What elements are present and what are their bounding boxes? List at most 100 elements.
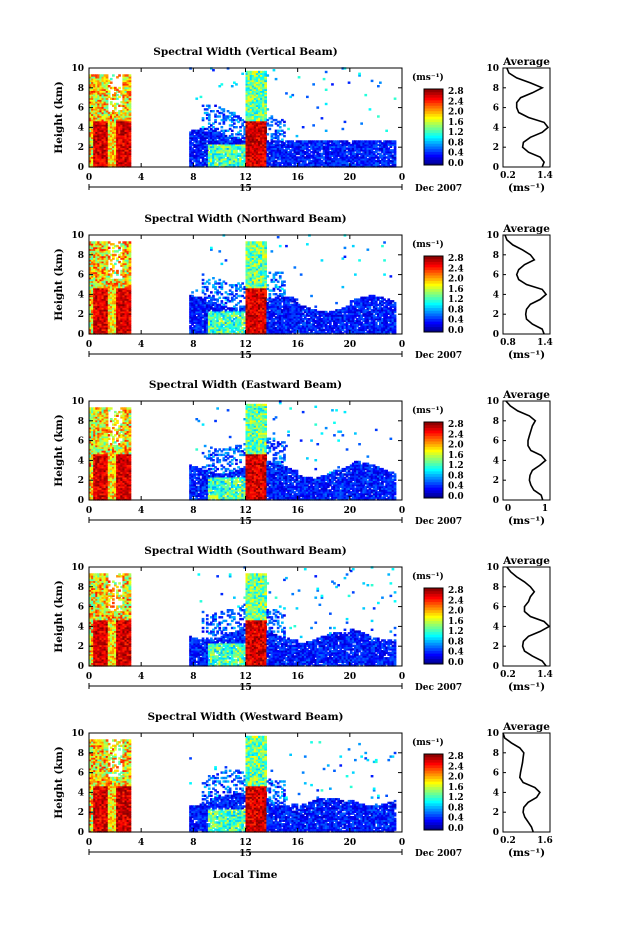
heatmap-cell (260, 151, 263, 154)
heatmap-cell (118, 285, 121, 289)
heatmap-cell (89, 152, 92, 156)
heatmap-cell (251, 323, 255, 326)
heatmap-cell (93, 140, 96, 143)
heatmap-cell (97, 118, 100, 122)
heatmap-cell (120, 271, 123, 274)
heatmap-cell (381, 156, 384, 159)
heatmap-cell (97, 305, 100, 308)
heatmap-cell (253, 282, 257, 285)
heatmap-cell (235, 138, 238, 141)
heatmap-cell (255, 111, 259, 115)
heatmap-cell (228, 310, 232, 314)
heatmap-cell (101, 161, 105, 165)
heatmap-cell (362, 152, 366, 156)
heatmap-cell (124, 74, 128, 77)
heatmap-cell (287, 158, 290, 161)
heatmap-cell (124, 298, 128, 301)
heatmap-cell (245, 124, 249, 127)
heatmap-cell (212, 126, 215, 129)
heatmap-cell (124, 111, 128, 115)
heatmap-cell (385, 163, 388, 166)
heatmap-cell (99, 319, 103, 323)
colorbar-segment (424, 146, 443, 150)
heatmap-cell (249, 269, 253, 273)
heatmap-cell (220, 325, 224, 328)
heatmap-cell (245, 269, 249, 273)
heatmap-cell (116, 97, 119, 100)
heatmap-cell (345, 140, 349, 143)
heatmap-cell (191, 291, 194, 294)
heatmap-cell (374, 151, 378, 154)
heatmap-cell (122, 143, 126, 147)
heatmap-cell (126, 110, 130, 113)
heatmap-cell (112, 163, 115, 166)
heatmap-cell (237, 325, 240, 328)
heatmap-cell (289, 156, 292, 159)
heatmap-cell (122, 140, 126, 143)
heatmap-cell (89, 149, 92, 152)
heatmap-cell (99, 312, 103, 315)
heatmap-cell (249, 301, 253, 305)
heatmap-cell (105, 275, 109, 278)
heatmap-cell (214, 319, 217, 323)
heatmap-cell (249, 101, 253, 104)
heatmap-cell (258, 278, 261, 282)
heatmap-cell (218, 312, 222, 315)
heatmap-cell (377, 140, 380, 143)
heatmap-cell (253, 248, 257, 251)
heatmap-cell (326, 154, 330, 157)
heatmap-cell (93, 74, 96, 77)
heatmap-cell (253, 296, 257, 299)
heatmap-cell (247, 296, 251, 299)
heatmap-cell (262, 95, 265, 99)
heatmap-cell (318, 161, 322, 165)
heatmap-cell (191, 300, 194, 303)
y-tick-label: 4 (78, 123, 84, 133)
heatmap-cell (287, 140, 290, 143)
heatmap-cell (245, 102, 249, 106)
heatmap-cell (103, 145, 107, 148)
heatmap-cell (245, 241, 249, 244)
heatmap-cell (314, 143, 318, 147)
heatmap-cell (210, 151, 213, 154)
heatmap-cell (251, 309, 255, 312)
heatmap-cell (107, 284, 111, 287)
heatmap-cell (266, 145, 270, 148)
heatmap-cell (95, 85, 98, 88)
heatmap-cell (116, 117, 119, 120)
heatmap-cell (260, 101, 263, 104)
heatmap-cell (216, 293, 219, 296)
heatmap-cell (124, 81, 128, 84)
heatmap-cell (387, 159, 391, 163)
heatmap-cell (199, 156, 203, 159)
heatmap-cell (107, 310, 111, 314)
heatmap-cell (251, 257, 255, 260)
heatmap-cell (360, 143, 363, 147)
heatmap-cell (103, 102, 107, 106)
heatmap-cell (249, 93, 253, 97)
heatmap-cell (126, 113, 130, 116)
heatmap-cell (253, 83, 257, 86)
heatmap-cell (120, 127, 123, 131)
heatmap-cell (224, 118, 228, 122)
heatmap-cell (351, 145, 355, 148)
heatmap-cell (128, 99, 132, 102)
heatmap-cell (212, 312, 215, 315)
heatmap-cell (126, 298, 130, 301)
heatmap-cell (385, 151, 388, 154)
heatmap-cell (270, 159, 274, 163)
heatmap-cell (122, 246, 126, 250)
heatmap-cell (253, 118, 257, 122)
heatmap-cell (201, 152, 205, 156)
heatmap-cell (89, 330, 92, 333)
heatmap-cell (112, 115, 115, 118)
heatmap-cell (243, 145, 247, 148)
heatmap-cell (253, 280, 257, 283)
heatmap-cell (205, 145, 209, 148)
heatmap-cell (243, 158, 247, 161)
heatmap-cell (308, 140, 311, 143)
heatmap-cell (105, 273, 109, 276)
heatmap-cell (101, 131, 105, 134)
heatmap-cell (255, 250, 259, 253)
heatmap-cell (207, 278, 211, 282)
